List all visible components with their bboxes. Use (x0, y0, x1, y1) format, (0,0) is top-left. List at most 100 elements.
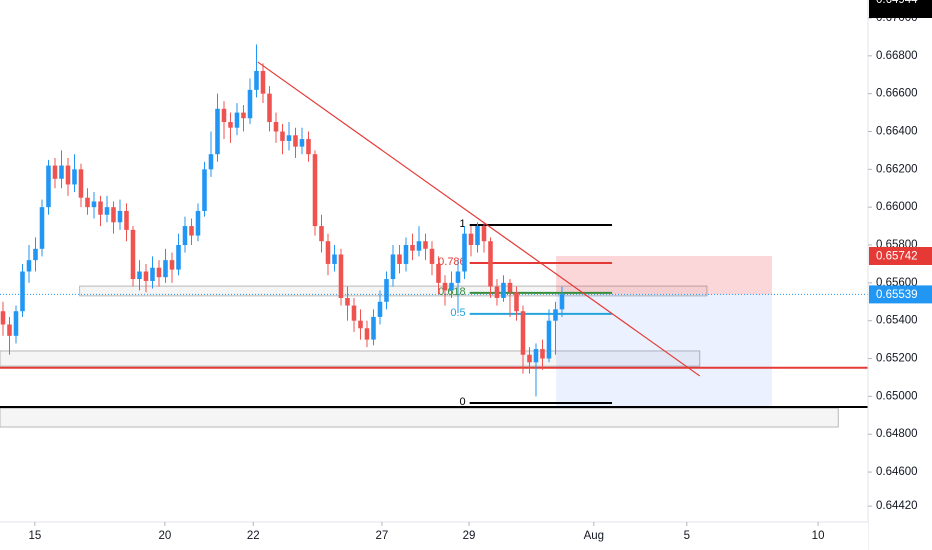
candle-body (46, 165, 51, 208)
candle-body (195, 210, 201, 236)
candle-body (39, 207, 45, 249)
candle-body (52, 165, 58, 179)
candle-body (325, 241, 331, 264)
candle-body (169, 260, 175, 270)
candle-body (436, 263, 441, 283)
candle-body (254, 70, 259, 90)
y-tick-label: 0.64600 (876, 466, 918, 478)
candle-body (182, 226, 188, 246)
fib-label: 0.786 (438, 256, 466, 268)
candle-body (299, 139, 305, 147)
y-tick-label: 0.65400 (876, 315, 918, 327)
candle-body (78, 169, 84, 198)
candle-body (91, 201, 97, 208)
trendline (257, 61, 701, 377)
candle-body (280, 131, 285, 141)
candle-body (390, 254, 396, 280)
candle-body (442, 282, 448, 291)
candle-body (0, 311, 6, 325)
candle-body (59, 165, 64, 179)
candle-body (267, 93, 272, 123)
candle-body (247, 89, 253, 119)
candle-body (403, 245, 409, 264)
candle-body (306, 139, 311, 155)
x-tick-label: 15 (28, 530, 41, 542)
candle-body (410, 245, 415, 251)
x-tick-label: Aug (584, 530, 604, 542)
candle-body (358, 320, 363, 329)
candle-body (312, 154, 318, 227)
candle-body (150, 267, 155, 281)
y-tick-label: 0.66000 (876, 201, 918, 213)
candle-body (540, 349, 545, 359)
candle-body (527, 354, 532, 363)
candle-body (208, 154, 214, 170)
candle-body (494, 286, 500, 298)
candle-body (364, 328, 370, 340)
candle-body (397, 254, 402, 264)
candle-body (130, 229, 136, 280)
candle-body (501, 282, 506, 298)
candle-body (65, 165, 71, 185)
candle-body (533, 349, 539, 363)
zone (0, 407, 839, 428)
time-axis (0, 523, 868, 550)
fib-label: 1 (460, 218, 466, 230)
candle-body (546, 320, 552, 359)
candle-body (104, 207, 110, 215)
x-tick-label: 29 (463, 530, 476, 542)
candle-body (332, 254, 337, 264)
candle-body (156, 267, 162, 278)
y-tick-label: 0.66800 (876, 50, 918, 62)
candle-body (7, 324, 12, 336)
candle-body (462, 233, 467, 272)
candle-body (13, 311, 19, 336)
candle-body (124, 210, 129, 230)
candle-body (319, 226, 324, 242)
candle-body (481, 226, 487, 242)
candle-body (221, 108, 227, 123)
y-tick-label: 0.66200 (876, 163, 918, 175)
price-label: 0.65742 (876, 251, 918, 263)
candle-body (553, 309, 558, 321)
y-tick-label: 0.64420 (876, 500, 918, 512)
y-tick-label: 0.65200 (876, 353, 918, 365)
position-stop (556, 255, 772, 295)
candle-body (202, 169, 207, 211)
candle-body (234, 112, 240, 128)
candle-body (514, 292, 519, 312)
candle-body (117, 210, 123, 223)
candle-body (20, 271, 25, 312)
candle-body (260, 70, 266, 94)
candle-body (377, 301, 383, 317)
candle-body (520, 311, 526, 355)
price-label: 0.65539 (876, 289, 918, 301)
candle-body (228, 122, 233, 128)
y-tick-label: 0.66600 (876, 88, 918, 100)
candle-body (475, 226, 480, 246)
candle-body (416, 241, 422, 251)
y-tick-label: 0.64800 (876, 428, 918, 440)
candle-body (345, 297, 350, 306)
candle-body (111, 207, 116, 223)
candle-body (189, 226, 194, 236)
candle-body (176, 245, 181, 270)
candle-body (507, 282, 513, 293)
candle-body (468, 233, 474, 246)
candle-body (449, 282, 454, 291)
candle-body (286, 135, 292, 141)
candle-body (137, 271, 142, 280)
price-axis (869, 0, 932, 550)
candle-body (338, 254, 344, 298)
x-tick-label: 20 (158, 530, 171, 542)
candle-body (72, 169, 77, 185)
fib-label: 0 (460, 396, 466, 408)
candle-body (26, 260, 32, 272)
candle-body (273, 122, 279, 132)
candle-body (98, 201, 103, 215)
x-tick-label: 5 (684, 530, 690, 542)
candle-body (429, 248, 435, 264)
x-tick-label: 10 (812, 530, 825, 542)
